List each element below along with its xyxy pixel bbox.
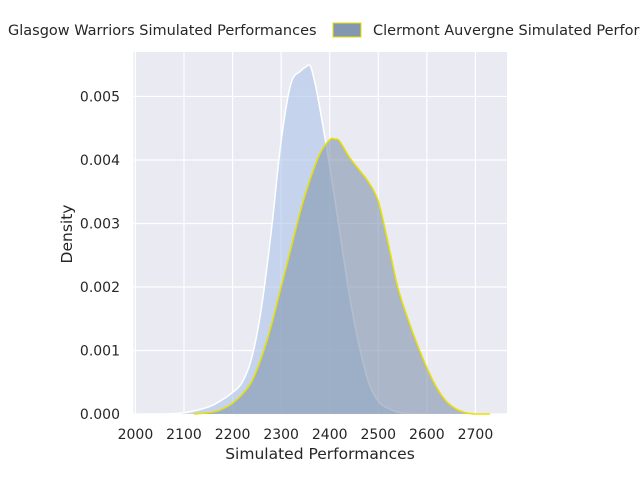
y-axis-label: Density: [58, 205, 76, 264]
x-tick-label: 2100: [166, 427, 202, 443]
x-tick-label: 2400: [312, 427, 348, 443]
legend-swatch-clermont: [332, 22, 362, 38]
x-tick-label: 2700: [458, 427, 494, 443]
series-line-1: [193, 137, 490, 415]
series-areas: [140, 64, 490, 415]
legend-label-clermont: Clermont Auvergne Simulated Performances: [373, 23, 640, 39]
y-tick-label: 0.004: [80, 153, 120, 169]
y-tick-label: 0.002: [80, 280, 120, 296]
x-tick-label: 2000: [118, 427, 154, 443]
y-tick-label: 0.001: [80, 343, 120, 359]
series-area-1: [193, 138, 490, 415]
y-tick-label: 0.000: [80, 407, 120, 423]
x-axis-label: Simulated Performances: [225, 445, 415, 463]
legend: Glasgow Warriors Simulated Performances …: [8, 22, 640, 39]
y-tick-label: 0.003: [80, 216, 120, 232]
y-tick-label: 0.005: [80, 89, 120, 105]
x-tick-label: 2200: [215, 427, 251, 443]
x-tick-label: 2500: [360, 427, 396, 443]
x-tick-label: 2300: [263, 427, 299, 443]
legend-label-glasgow: Glasgow Warriors Simulated Performances: [8, 23, 317, 39]
x-tick-label: 2600: [409, 427, 445, 443]
tick-labels: 2000 2100 2200 2300 2400 2500 2600 2700 0.000 0.0…: [80, 89, 493, 443]
